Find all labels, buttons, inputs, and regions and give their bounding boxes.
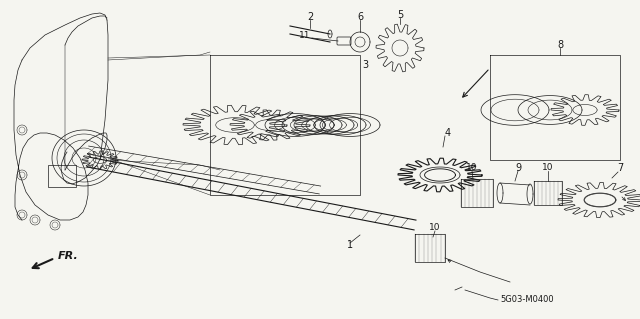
Text: 8: 8 [557, 40, 563, 50]
Text: 5G03-M0400: 5G03-M0400 [500, 295, 554, 305]
Text: 7: 7 [617, 163, 623, 173]
Text: 10: 10 [429, 224, 441, 233]
Text: FR.: FR. [58, 251, 79, 261]
Text: 2: 2 [307, 12, 313, 22]
Text: 9: 9 [515, 163, 521, 173]
Text: 6: 6 [357, 12, 363, 22]
Bar [48, 165, 76, 187]
Text: 3: 3 [362, 60, 368, 70]
Text: 1: 1 [347, 240, 353, 250]
Text: 4: 4 [445, 128, 451, 138]
Text: 5: 5 [397, 10, 403, 20]
Text: 11: 11 [298, 31, 310, 40]
Text: 10: 10 [542, 164, 554, 173]
Text: 10: 10 [467, 164, 477, 173]
